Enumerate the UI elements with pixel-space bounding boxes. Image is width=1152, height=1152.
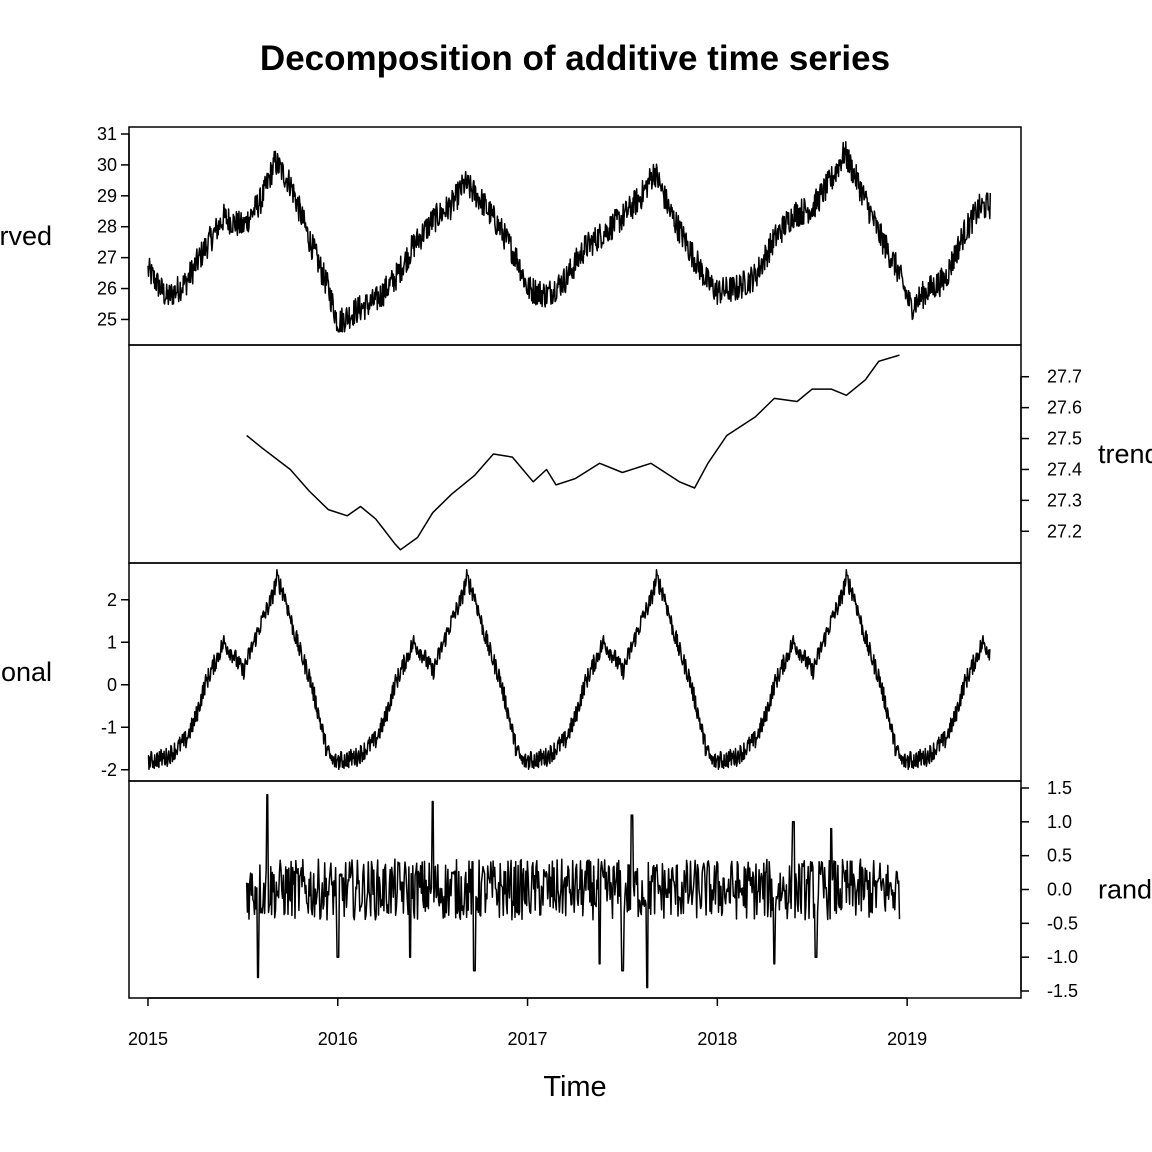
x-axis-label: Time	[543, 1071, 606, 1103]
y-tick-label: 27.2	[1047, 521, 1082, 541]
y-tick-label: 1.5	[1047, 778, 1072, 798]
chart-title: Decomposition of additive time series	[260, 39, 890, 78]
panel-observed: 25 26 27 28 29 30 31 observed	[0, 124, 1022, 346]
x-tick-label: 2019	[887, 1029, 927, 1049]
y-tick-label: 27.3	[1047, 490, 1082, 510]
panel-frame	[128, 344, 1022, 564]
series-observed-line	[147, 141, 992, 333]
y-tick-label: 29	[97, 186, 117, 206]
series-trend-line	[246, 354, 900, 551]
x-axis: 2015 2016 2017 2018 2019	[128, 997, 927, 1049]
y-tick-label: 27	[97, 248, 117, 268]
y-tick-label: -1	[101, 717, 117, 737]
y-axis-label: trend	[1098, 439, 1152, 469]
y-tick-label: 25	[97, 309, 117, 329]
panels-group: 25262728293031observed27.227.327.427.527…	[0, 124, 1152, 1001]
x-tick-label: 2016	[318, 1029, 358, 1049]
y-axis-label: observed	[0, 221, 52, 251]
y-tick-label: -1.0	[1047, 947, 1078, 967]
y-tick-label: 1	[107, 632, 117, 652]
y-tick-label: 0	[107, 675, 117, 695]
y-axis-label: seasonal	[0, 657, 52, 687]
y-tick-label: 2	[107, 590, 117, 610]
x-tick-label: 2018	[697, 1029, 737, 1049]
x-tick-label: 2017	[508, 1029, 548, 1049]
panel-random: -1.5 -1.0 -0.5 0.0 0.5 1.0 1.5 random	[128, 778, 1152, 1001]
series-random-line	[245, 794, 901, 989]
series-seasonal-line	[147, 569, 991, 771]
y-tick-label: 0.5	[1047, 846, 1072, 866]
y-axis-label: random	[1098, 875, 1152, 905]
y-tick-label: 27.5	[1047, 429, 1082, 449]
panel-frame	[128, 126, 1022, 346]
panel-trend: 27.2 27.3 27.4 27.5 27.6 27.7 trend	[128, 344, 1152, 564]
y-tick-label: 30	[97, 155, 117, 175]
y-tick-label: -2	[101, 760, 117, 780]
y-tick-label: 27.4	[1047, 459, 1082, 479]
x-tick-label: 2015	[128, 1029, 168, 1049]
y-tick-label: 27.6	[1047, 398, 1082, 418]
y-tick-label: -0.5	[1047, 913, 1078, 933]
y-tick-label: 27.7	[1047, 367, 1082, 387]
y-tick-label: 31	[97, 124, 117, 144]
y-tick-label: 26	[97, 279, 117, 299]
y-tick-label: -1.5	[1047, 981, 1078, 1001]
y-tick-label: 0.0	[1047, 880, 1072, 900]
panel-seasonal: -2 -1 0 1 2 seasonal	[0, 562, 1022, 782]
y-tick-label: 1.0	[1047, 812, 1072, 832]
y-tick-label: 28	[97, 217, 117, 237]
panel-frame	[128, 562, 1022, 782]
